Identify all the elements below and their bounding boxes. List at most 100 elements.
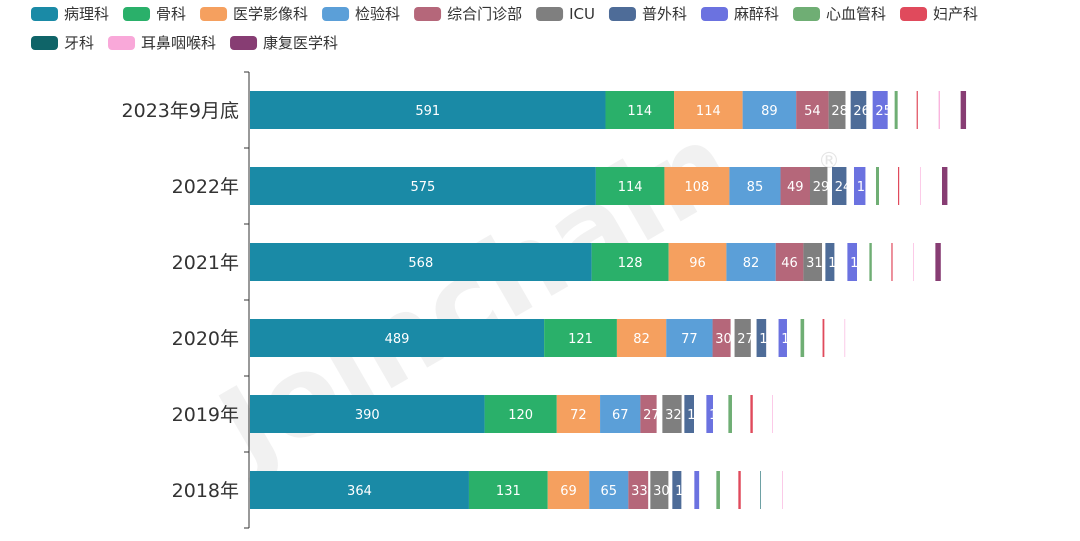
bar-segment — [938, 91, 940, 129]
bar-segment — [742, 91, 797, 129]
bar-segment — [853, 167, 866, 205]
legend-item[interactable]: 医学影像科 — [200, 5, 308, 23]
bar-segment — [664, 167, 730, 205]
legend-swatch — [230, 36, 258, 50]
bar-segment — [796, 91, 829, 129]
value-label: 96 — [689, 256, 706, 271]
bar-segment — [250, 91, 606, 129]
legend-swatch — [322, 7, 350, 21]
value-label: 33 — [631, 484, 648, 499]
value-label: 1 — [767, 484, 775, 499]
value-label: 6 — [735, 408, 743, 423]
bar-segment — [600, 395, 641, 433]
bar-segment — [897, 167, 900, 205]
bar-segment — [782, 471, 783, 509]
value-label: 77 — [681, 332, 698, 347]
legend-label: 病理科 — [64, 5, 109, 23]
bar-segment — [803, 243, 823, 281]
value-label: 4 — [757, 408, 765, 423]
category-label: 2021年 — [172, 252, 239, 274]
legend-swatch — [700, 7, 728, 21]
legend-item[interactable]: 病理科 — [31, 5, 109, 23]
value-label: 8 — [701, 484, 709, 499]
value-label: 9 — [968, 104, 976, 119]
legend-label: 骨科 — [156, 5, 186, 23]
value-label: 30 — [653, 484, 670, 499]
legend-item[interactable]: 麻醉科 — [700, 5, 779, 23]
bar-segment — [668, 243, 727, 281]
bar-segment — [875, 167, 880, 205]
bar-segment — [544, 319, 617, 357]
bar-segment — [869, 243, 872, 281]
value-label: 15 — [675, 484, 692, 499]
bar-segment — [960, 91, 967, 129]
value-label: 69 — [560, 484, 577, 499]
legend-label: 医学影像科 — [233, 5, 308, 23]
bar-segment — [844, 319, 846, 357]
value-label: 108 — [685, 180, 710, 195]
legend-swatch — [414, 7, 442, 21]
value-label: 9 — [949, 180, 957, 195]
value-label: 5 — [883, 180, 891, 195]
value-label: 575 — [411, 180, 436, 195]
value-label: 26 — [853, 104, 870, 119]
bar-segment — [750, 395, 753, 433]
legend-swatch — [31, 36, 58, 50]
bar-segment — [738, 471, 741, 509]
value-label: 46 — [781, 256, 798, 271]
bar-segment — [716, 471, 720, 509]
value-label: 30 — [715, 332, 732, 347]
value-label: 120 — [508, 408, 533, 423]
value-label: 114 — [627, 104, 652, 119]
category-label: 2018年 — [172, 480, 239, 502]
bar-segment — [919, 167, 921, 205]
value-label: 14 — [781, 332, 798, 347]
value-label: 114 — [696, 104, 721, 119]
legend-item[interactable]: 综合门诊部 — [414, 5, 522, 23]
bar-segment — [850, 91, 867, 129]
value-label: 1 — [779, 408, 787, 423]
legend-item[interactable]: 康复医学科 — [230, 34, 338, 52]
bar-segment — [250, 471, 469, 509]
bar-segment — [556, 395, 601, 433]
bar-segment — [250, 243, 592, 281]
value-label: 4 — [745, 484, 753, 499]
value-label: 1 — [851, 332, 859, 347]
legend-item[interactable]: 牙科 — [31, 34, 94, 52]
bar-segment — [694, 471, 700, 509]
legend-swatch — [31, 7, 58, 21]
legend-swatch — [108, 36, 136, 50]
value-label: 11 — [709, 408, 726, 423]
bar-segment — [468, 471, 548, 509]
legend-item[interactable]: 普外科 — [608, 5, 687, 23]
bar-segment — [726, 243, 776, 281]
bar-segment — [628, 471, 649, 509]
bar-segment — [809, 167, 828, 205]
legend-item[interactable]: ICU — [536, 5, 595, 23]
legend-swatch — [123, 7, 151, 21]
legend-item[interactable]: 检验科 — [322, 5, 400, 23]
bar-segment — [894, 91, 898, 129]
watermark: Joinchain — [193, 99, 753, 496]
legend-item[interactable]: 骨科 — [123, 5, 186, 23]
bar-segment — [935, 243, 941, 281]
bar-segment — [712, 319, 731, 357]
legend-item[interactable]: 妇产科 — [900, 5, 978, 23]
value-label: 1 — [927, 180, 935, 195]
value-label: 27 — [643, 408, 660, 423]
bar-segment — [916, 91, 918, 129]
legend-item[interactable]: 心血管科 — [793, 5, 886, 23]
legend-label: ICU — [569, 5, 595, 23]
value-label: 489 — [385, 332, 410, 347]
bar-segment — [591, 243, 669, 281]
bar-segment — [772, 395, 773, 433]
bar-segment — [941, 167, 948, 205]
legend-label: 妇产科 — [933, 5, 978, 23]
value-label: 9 — [942, 256, 950, 271]
value-label: 25 — [875, 104, 892, 119]
legend-label: 牙科 — [64, 34, 94, 52]
legend-item[interactable]: 耳鼻咽喉科 — [108, 34, 216, 52]
bar-segment — [800, 319, 805, 357]
